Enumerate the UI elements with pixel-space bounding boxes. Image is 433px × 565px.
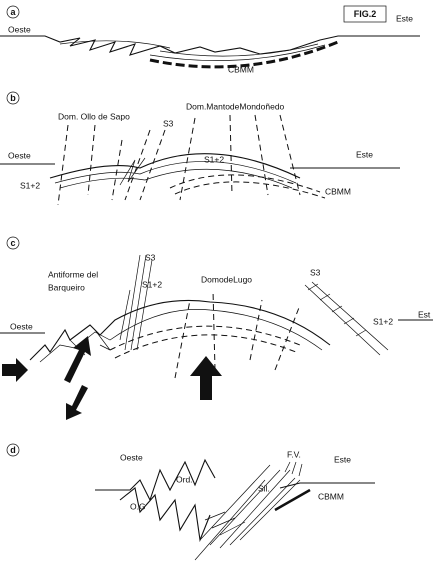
text: Oeste	[8, 24, 31, 34]
text: Oeste	[8, 150, 31, 160]
text: Oeste	[10, 321, 33, 331]
text: S3	[163, 118, 174, 128]
line-segment	[88, 125, 95, 195]
arrow	[190, 356, 222, 400]
line-segment	[160, 44, 318, 56]
line-work	[0, 36, 420, 67]
line-segment	[58, 125, 68, 205]
line-segment	[95, 460, 215, 500]
line-segment	[110, 326, 300, 350]
figure-label: FIG.2	[354, 9, 377, 19]
panel-label: c	[10, 238, 15, 248]
text: S1+2	[204, 154, 224, 164]
text: Dom. Ollo de Sapo	[58, 111, 130, 121]
text: CBMM	[325, 186, 351, 196]
text: Barqueiro	[48, 282, 85, 292]
arrow	[66, 385, 88, 420]
panel-b: b Dom. Ollo de Sapo Dom.MantodeMondoñedo…	[0, 92, 400, 205]
panel-c: c Antiforme del Barqueiro S3 S1+2 Domode…	[0, 237, 433, 420]
arrow	[64, 336, 91, 383]
text: S1+2	[142, 279, 162, 289]
text: Ord.	[176, 474, 193, 484]
line-segment	[120, 255, 152, 350]
line-segment	[140, 130, 165, 200]
arrow	[2, 358, 28, 382]
line-segment	[120, 488, 210, 540]
figure: a FIG.2 Oeste Este CBMM b Dom. Ollo de S…	[0, 0, 433, 565]
text: S1+2	[20, 180, 40, 190]
line-segment	[120, 158, 145, 185]
line-segment	[285, 462, 302, 476]
line-segment	[230, 115, 232, 195]
line-segment	[112, 140, 122, 200]
line-segment	[60, 169, 292, 188]
panel-label: b	[10, 93, 16, 103]
text: Este	[334, 454, 351, 464]
panel-a: a FIG.2 Oeste Este CBMM	[0, 6, 420, 74]
panel-d: d Oeste F.V. Este Ord. O.G Sil. CBMM	[7, 444, 375, 560]
line-segment	[50, 154, 300, 178]
text: Este	[356, 149, 373, 159]
text: S3	[145, 252, 156, 262]
line-segment	[115, 335, 296, 358]
text: CBMM	[318, 491, 344, 501]
text: Este	[396, 13, 413, 23]
text: F.V.	[287, 449, 301, 459]
text: Oeste	[120, 452, 143, 462]
text: Est	[418, 309, 431, 319]
panel-label: a	[10, 7, 16, 17]
line-segment	[180, 118, 195, 200]
line-segment	[175, 300, 190, 378]
text: S1+2	[373, 316, 393, 326]
line-segment	[205, 512, 245, 535]
line-segment	[175, 182, 325, 198]
text: DomodeLugo	[201, 274, 252, 284]
text: Dom.MantodeMondoñedo	[186, 101, 285, 111]
line-segment	[195, 465, 300, 560]
line-segment	[30, 300, 330, 360]
panel-label: d	[10, 445, 16, 455]
text: S3	[310, 267, 321, 277]
text: Antiforme del	[48, 269, 98, 279]
line-segment	[0, 36, 420, 55]
